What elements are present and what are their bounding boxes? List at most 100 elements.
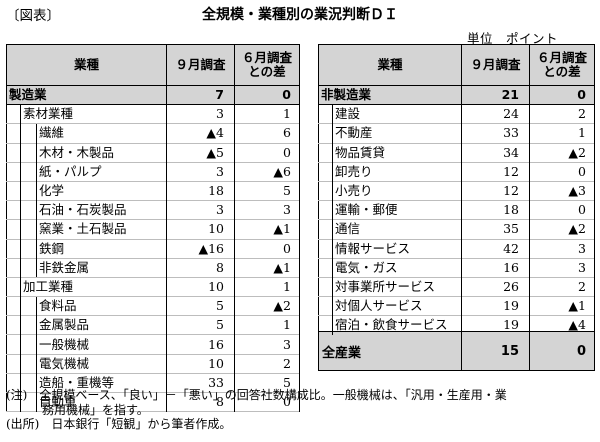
industry-label: 電気・ガス — [318, 258, 462, 278]
diff-value: ▲2 — [529, 219, 595, 239]
table-row: 情報サービス 42 3 — [318, 239, 595, 259]
table-row: 紙・パルプ 3 ▲6 — [6, 162, 300, 182]
table-row: 対事業所サービス 26 2 — [318, 277, 595, 297]
sept-value: 33 — [461, 123, 530, 144]
sept-value: 24 — [461, 104, 530, 124]
sept-value: ▲16 — [166, 239, 235, 259]
industry-label: 宿泊・飲食サービス — [318, 315, 462, 335]
header-industry: 業種 — [318, 44, 462, 86]
diff-value: 1 — [234, 315, 300, 335]
diff-value: ▲1 — [529, 296, 595, 316]
diff-value: 0 — [529, 162, 595, 182]
diff-value: 0 — [529, 200, 595, 220]
sept-value: 10 — [166, 277, 235, 297]
diff-value: 2 — [529, 104, 595, 124]
diff-value: 5 — [234, 181, 300, 201]
industry-label: 窯業・土石製品 — [6, 219, 167, 239]
table-row: 一般機械 16 3 — [6, 334, 300, 355]
table-row: 食料品 5 ▲2 — [6, 296, 300, 316]
industry-label: 対個人サービス — [318, 296, 462, 316]
industry-label: 卸売り — [318, 162, 462, 182]
table-row: 繊維 ▲4 6 — [6, 123, 300, 144]
sept-value: 16 — [166, 334, 235, 355]
header-september: ９月調査 — [461, 44, 530, 86]
header-diff: ６月調査 との差 — [529, 44, 595, 86]
diff-value: 0 — [234, 392, 300, 412]
source-text: (出所) 日本銀行「短観」から筆者作成。 — [6, 417, 232, 431]
section-sept-value: 21 — [461, 85, 530, 105]
industry-label: 金属製品 — [6, 315, 167, 335]
table-row: 卸売り 12 0 — [318, 162, 595, 182]
diff-value: 1 — [234, 104, 300, 124]
hierarchy-guide-line — [20, 104, 21, 412]
notes: (注) 全規模ベース、「良い」－「悪い」の回答社数構成比。一般機械は、「汎用・生… — [6, 388, 596, 432]
diff-value: 1 — [529, 123, 595, 144]
table-row: 建設 24 2 — [318, 104, 595, 124]
table-row: 通信 35 ▲2 — [318, 219, 595, 239]
note-text-line1: (注) 全規模ベース、「良い」－「悪い」の回答社数構成比。一般機械は、「汎用・生… — [6, 388, 507, 402]
table-row: 対個人サービス 19 ▲1 — [318, 296, 595, 316]
diff-value: ▲3 — [529, 181, 595, 201]
sept-value: ▲4 — [166, 123, 235, 144]
section-row-manufacturing: 製造業 7 0 — [6, 85, 300, 105]
sept-value: 8 — [166, 392, 235, 412]
industry-label: 化学 — [6, 181, 167, 201]
table-row: 小売り 12 ▲3 — [318, 181, 595, 201]
all-industries-table: 全産業 15 0 — [318, 331, 595, 371]
diff-value: 0 — [234, 239, 300, 259]
diff-value: 3 — [234, 334, 300, 355]
diff-value: 2 — [234, 354, 300, 374]
unit-label: 単位 ポイント — [467, 31, 559, 46]
table-row: 物品賃貸 34 ▲2 — [318, 143, 595, 163]
header-diff: ６月調査 との差 — [234, 44, 300, 86]
table-row: 電気機械 10 2 — [6, 354, 300, 374]
table-row: 運輸・郵便 18 0 — [318, 200, 595, 220]
diff-value: ▲4 — [529, 315, 595, 335]
sept-value: 8 — [166, 258, 235, 278]
sept-value: 42 — [461, 239, 530, 259]
section-diff-value: 0 — [234, 85, 300, 105]
sept-value: 26 — [461, 277, 530, 297]
diff-value: 6 — [234, 123, 300, 144]
figure-title: 全規模・業種別の業況判断ＤＩ — [202, 7, 398, 23]
table-row: 化学 18 5 — [6, 181, 300, 201]
table-row: 加工業種 10 1 — [6, 277, 300, 297]
total-sept-value: 15 — [461, 331, 530, 371]
figure-label: 〔図表〕 — [6, 8, 60, 24]
industry-label: 加工業種 — [6, 277, 167, 297]
diff-value: ▲6 — [234, 162, 300, 182]
section-label: 非製造業 — [318, 85, 462, 105]
diff-value: 3 — [234, 200, 300, 220]
sept-value: 35 — [461, 219, 530, 239]
non-manufacturing-table: 業種 ９月調査 ６月調査 との差 非製造業 21 0 建設 24 2 不動産 33 1 物品賃… — [318, 44, 595, 336]
section-row-non-manufacturing: 非製造業 21 0 — [318, 85, 595, 105]
industry-label: 情報サービス — [318, 239, 462, 259]
header-september: ９月調査 — [166, 44, 235, 86]
table-row: 不動産 33 1 — [318, 123, 595, 144]
hierarchy-guide-line — [36, 123, 37, 278]
industry-label: 木材・木製品 — [6, 143, 167, 163]
industry-label: 石油・石炭製品 — [6, 200, 167, 220]
industry-label: 電気機械 — [6, 354, 167, 374]
total-diff-value: 0 — [529, 331, 595, 371]
sept-value: 10 — [166, 354, 235, 374]
industry-label: 建設 — [318, 104, 462, 124]
table-row: 素材業種 3 1 — [6, 104, 300, 124]
section-sept-value: 7 — [166, 85, 235, 105]
industry-label: 対事業所サービス — [318, 277, 462, 297]
total-row: 全産業 15 0 — [318, 331, 595, 371]
diff-value: 2 — [529, 277, 595, 297]
sept-value: 19 — [461, 315, 530, 335]
diff-value: 1 — [234, 277, 300, 297]
sept-value: 16 — [461, 258, 530, 278]
sept-value: 3 — [166, 200, 235, 220]
table-row: 宿泊・飲食サービス 19 ▲4 — [318, 315, 595, 335]
industry-label: 不動産 — [318, 123, 462, 144]
sept-value: 12 — [461, 162, 530, 182]
diff-value: 3 — [529, 258, 595, 278]
industry-label: 非鉄金属 — [6, 258, 167, 278]
sept-value: 3 — [166, 104, 235, 124]
diff-value: 3 — [529, 239, 595, 259]
total-label: 全産業 — [318, 331, 462, 371]
industry-label: 繊維 — [6, 123, 167, 144]
